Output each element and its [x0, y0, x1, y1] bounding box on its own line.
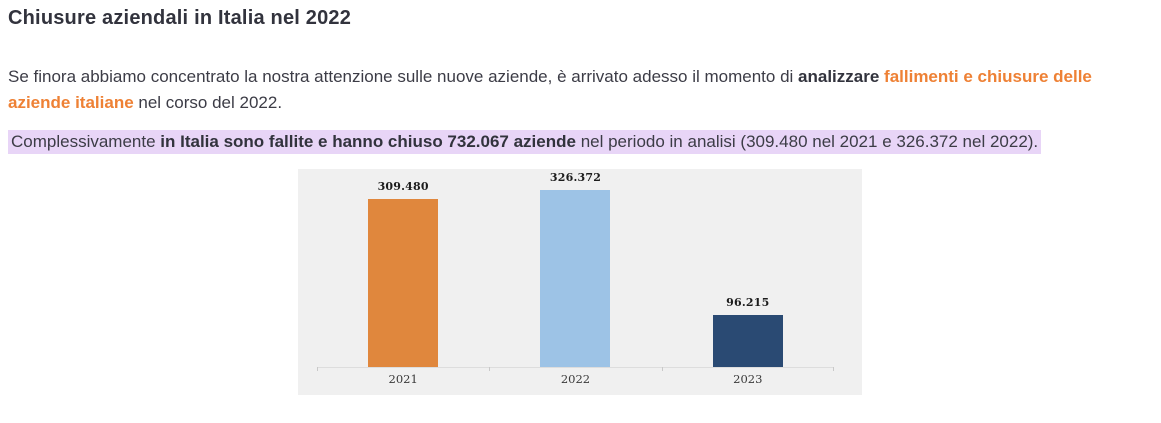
chart-plot-area: 309.480 326.372 96.215	[317, 169, 834, 371]
bar-value-label: 326.372	[549, 171, 602, 184]
bar-2023	[712, 315, 783, 367]
bars-row: 309.480 326.372 96.215	[317, 169, 834, 367]
bar-2021	[368, 199, 439, 367]
article-page: Chiusure aziendali in Italia nel 2022 Se…	[8, 7, 1158, 395]
bar-column-2022: 326.372	[489, 171, 661, 367]
axis-tick	[317, 367, 318, 371]
x-axis-labels: 2021 2022 2023	[317, 372, 834, 386]
highlight-paragraph: Complessivamente in Italia sono fallite …	[8, 129, 1158, 155]
x-axis-label-2022: 2022	[560, 372, 591, 386]
bar-column-2021: 309.480	[317, 180, 489, 367]
x-axis-label-2023: 2023	[733, 372, 763, 386]
business-closures-bar-chart: 309.480 326.372 96.215 2021 2022 2023	[298, 169, 862, 395]
x-axis-label-2021: 2021	[388, 372, 418, 386]
page-title: Chiusure aziendali in Italia nel 2022	[8, 7, 352, 29]
intro-paragraph: Se finora abbiamo concentrato la nostra …	[8, 64, 1158, 116]
intro-lead-text: Se finora abbiamo concentrato la nostra …	[8, 67, 799, 86]
axis-tick	[833, 367, 834, 371]
bar-2022	[540, 190, 611, 367]
highlighted-sentence: Complessivamente in Italia sono fallite …	[8, 130, 1042, 154]
bar-value-label: 309.480	[377, 180, 429, 193]
bar-column-2023: 96.215	[662, 296, 834, 367]
axis-tick	[489, 367, 491, 371]
failures-closures-link[interactable]: fallimenti e chiusure delle aziende ital…	[8, 67, 1092, 112]
highlight-emphasis-text: in Italia sono fallite e hanno chiuso 73…	[160, 132, 576, 151]
axis-tick	[661, 367, 663, 371]
highlight-lead-text: Complessivamente	[11, 132, 161, 151]
highlight-tail-text: nel periodo in analisi (309.480 nel 2021…	[575, 132, 1039, 151]
bar-value-label: 96.215	[726, 296, 770, 309]
intro-tail-text: nel corso del 2022.	[133, 93, 283, 112]
intro-emphasis-text: analizzare	[798, 67, 885, 86]
